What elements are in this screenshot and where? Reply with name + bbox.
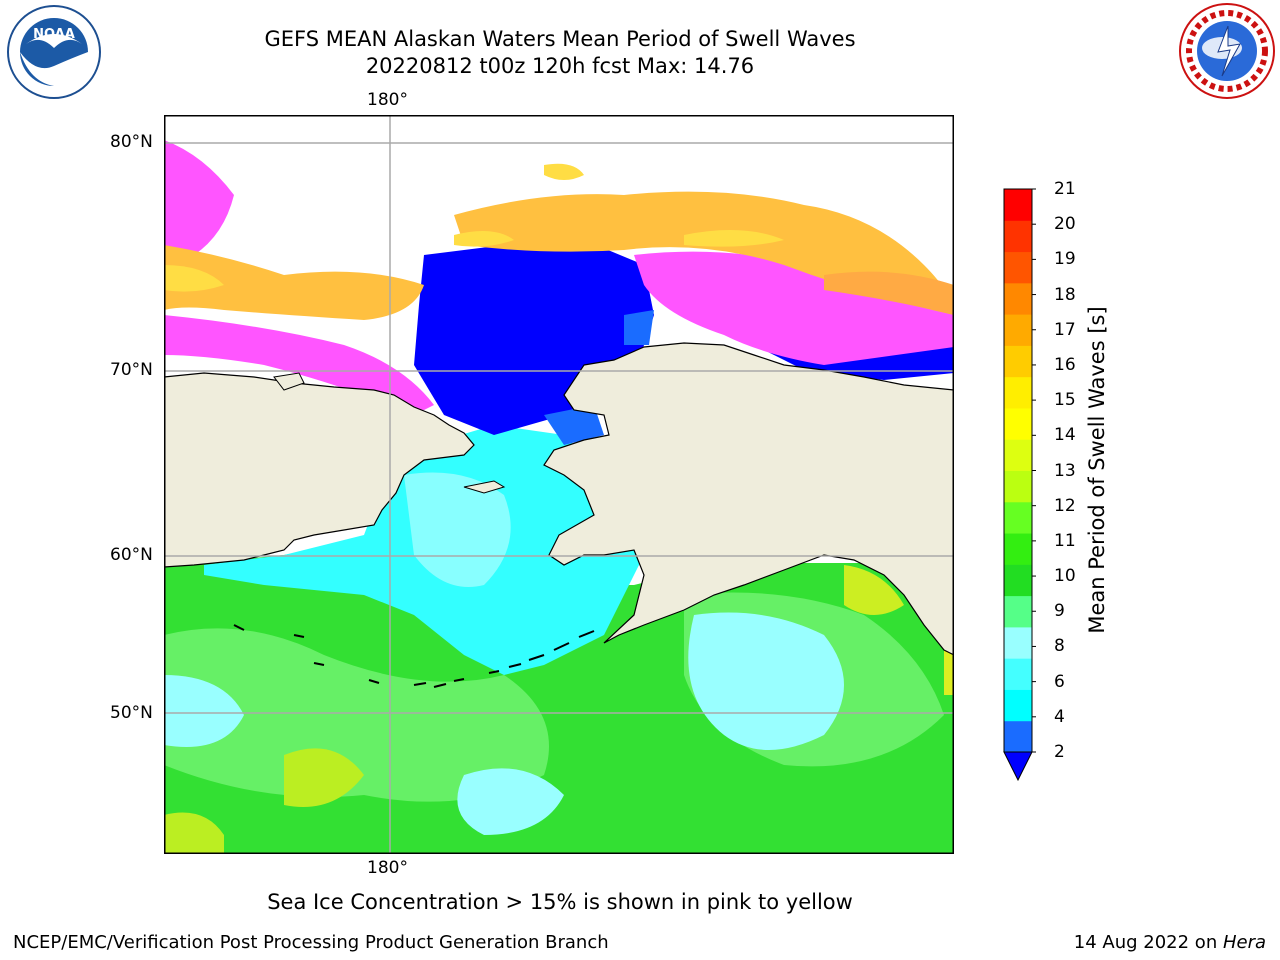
svg-text:NOAA: NOAA [33, 27, 75, 42]
light-cyan-patch [457, 768, 564, 835]
st-lawrence-island [463, 480, 506, 494]
sea-ice-yellow [164, 265, 224, 292]
colorbar-segment [1004, 626, 1032, 659]
colorbar-tick-label: 8 [1054, 636, 1065, 657]
colorbar-segment [1004, 470, 1032, 503]
colorbar-segment [1004, 533, 1032, 565]
swell-period-map [164, 115, 954, 854]
colorbar-segment [1004, 564, 1032, 597]
colorbar-tick-label: 6 [1054, 671, 1065, 692]
colorbar-tick-label: 18 [1054, 284, 1076, 305]
colorbar-segment [1004, 345, 1032, 378]
footer-credit: NCEP/EMC/Verification Post Processing Pr… [13, 932, 609, 953]
map-frame [164, 115, 954, 854]
yellow-green-patch [844, 565, 904, 615]
colorbar-tick-label: 10 [1054, 566, 1076, 587]
sea-ice-yellow [684, 230, 784, 247]
colorbar-segment [1004, 658, 1032, 690]
colorbar-tick-label: 16 [1054, 354, 1076, 375]
colorbar-segment [1004, 314, 1032, 346]
lat-label-70n: 70°N [110, 360, 153, 380]
nws-logo [1178, 2, 1276, 104]
lat-label-80n: 80°N [110, 132, 153, 152]
colorbar-tick-label: 2 [1054, 742, 1065, 762]
footer-date: 14 Aug 2022 on Hera [1074, 932, 1266, 953]
sea-ice-orange [454, 191, 954, 315]
bering-light-cyan [404, 472, 511, 587]
colorbar-segment [1004, 407, 1032, 440]
noaa-logo: NOAA [6, 4, 102, 104]
lat-label-50n: 50°N [110, 703, 153, 723]
colorbar-tick-label: 4 [1054, 706, 1065, 727]
siberia-land [164, 372, 475, 568]
top-longitude-label: 180° [367, 90, 408, 110]
colorbar-tick-label: 19 [1054, 249, 1076, 270]
arctic-mid-blue [544, 405, 604, 445]
colorbar-segment [1004, 189, 1032, 221]
colorbar-extend-arrow [1003, 751, 1033, 782]
sea-ice-yellow [544, 163, 584, 180]
light-green-patch [164, 628, 549, 802]
colorbar-segment [1004, 439, 1032, 471]
colorbar-tick-label: 11 [1054, 530, 1076, 551]
footer-date-text: 14 Aug 2022 on [1073, 932, 1223, 953]
bottom-longitude-label: 180° [367, 858, 408, 878]
sea-ice-yellow [454, 231, 514, 247]
yellow-green-patch [164, 812, 224, 854]
map-title: GEFS MEAN Alaskan Waters Mean Period of … [264, 27, 856, 51]
colorbar-segment [1004, 501, 1032, 534]
colorbar [1003, 188, 1036, 782]
colorbar-segment [1004, 376, 1032, 409]
colorbar-tick-label: 17 [1054, 319, 1076, 340]
lat-label-60n: 60°N [110, 545, 153, 565]
aleutian-islands [233, 624, 595, 688]
colorbar-title: Mean Period of Swell Waves [s] [1085, 306, 1109, 634]
light-cyan-patch [164, 675, 244, 747]
wrangel-island [273, 372, 305, 391]
sea-ice-pink [634, 251, 954, 365]
footer-machine: Hera [1222, 932, 1266, 953]
sea-ice-orange [164, 245, 424, 320]
colorbar-segment [1004, 220, 1032, 253]
colorbar-segment [1004, 251, 1032, 284]
colorbar-segment [1004, 282, 1032, 315]
colorbar-segment [1004, 595, 1032, 628]
graticule [164, 115, 954, 854]
colorbar-tick-label: 12 [1054, 495, 1076, 516]
arctic-mid-blue [624, 310, 654, 345]
colorbar-tick-label: 20 [1054, 214, 1076, 235]
light-cyan-patch [688, 612, 844, 750]
map-subtitle: 20220812 t00z 120h fcst Max: 14.76 [365, 54, 755, 78]
colorbar-tick-label: 21 [1054, 179, 1076, 199]
sea-ice-note: Sea Ice Concentration > 15% is shown in … [267, 890, 853, 914]
colorbar-tick-label: 9 [1054, 601, 1065, 622]
colorbar-segment [1004, 689, 1032, 722]
sea-ice-orange [824, 271, 954, 315]
yellow-green-patch [284, 748, 364, 807]
colorbar-segment [1004, 720, 1032, 753]
colorbar-tick-label: 13 [1054, 460, 1076, 481]
colorbar-tick-label: 15 [1054, 390, 1076, 411]
colorbar-tick-label: 14 [1054, 425, 1076, 446]
